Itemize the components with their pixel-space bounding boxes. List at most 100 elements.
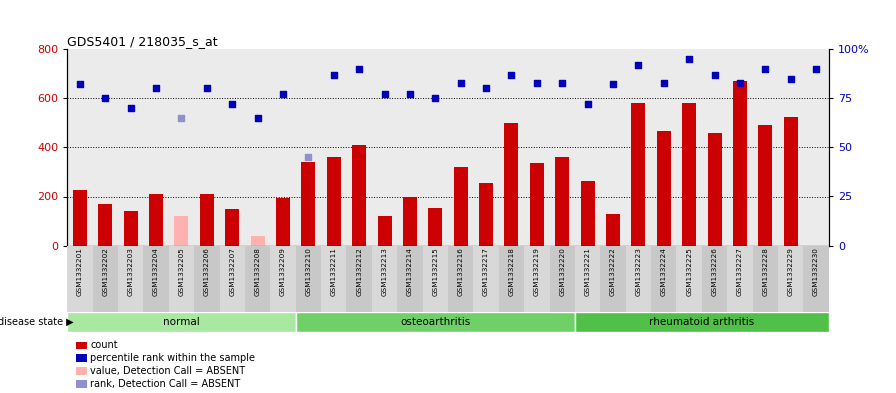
Bar <box>778 246 804 312</box>
Text: GSM1332202: GSM1332202 <box>102 247 108 296</box>
Point <box>276 91 290 97</box>
Text: disease state: disease state <box>0 317 63 327</box>
Text: GSM1332213: GSM1332213 <box>382 247 388 296</box>
Bar <box>397 246 423 312</box>
Bar <box>276 198 290 246</box>
Text: GSM1332203: GSM1332203 <box>127 247 134 296</box>
Bar <box>377 216 392 246</box>
Point <box>453 79 468 86</box>
Bar <box>733 81 747 246</box>
Text: GSM1332229: GSM1332229 <box>788 247 794 296</box>
Point <box>225 101 239 107</box>
Point <box>530 79 544 86</box>
Bar <box>352 145 366 246</box>
Bar <box>124 211 138 246</box>
Bar <box>168 246 194 312</box>
Bar <box>575 246 600 312</box>
Bar <box>581 180 595 246</box>
Text: GSM1332201: GSM1332201 <box>77 247 83 296</box>
Point <box>428 95 443 101</box>
Bar <box>804 246 829 312</box>
Bar <box>708 132 721 246</box>
Bar <box>321 246 347 312</box>
Point <box>352 66 366 72</box>
Bar <box>524 246 549 312</box>
Bar <box>702 246 728 312</box>
Bar <box>301 162 315 246</box>
Point <box>478 85 493 92</box>
Bar <box>200 194 214 246</box>
Point <box>403 91 418 97</box>
Text: GSM1332207: GSM1332207 <box>229 247 236 296</box>
Bar <box>73 190 87 246</box>
Bar <box>423 246 448 312</box>
Bar <box>453 167 468 246</box>
Text: GSM1332216: GSM1332216 <box>458 247 464 296</box>
Bar <box>220 246 245 312</box>
Point <box>377 91 392 97</box>
Text: GSM1332218: GSM1332218 <box>508 247 514 296</box>
Bar <box>606 214 620 246</box>
Text: percentile rank within the sample: percentile rank within the sample <box>90 353 255 364</box>
Text: GSM1332221: GSM1332221 <box>584 247 590 296</box>
Text: GSM1332205: GSM1332205 <box>178 247 185 296</box>
Bar <box>296 246 321 312</box>
Bar <box>479 183 493 246</box>
Bar <box>67 312 296 332</box>
Bar <box>99 204 112 246</box>
Bar <box>676 246 702 312</box>
Point <box>73 81 87 88</box>
Text: GSM1332217: GSM1332217 <box>483 247 489 296</box>
Text: GSM1332211: GSM1332211 <box>331 247 337 296</box>
Bar <box>143 246 168 312</box>
Bar <box>473 246 499 312</box>
Text: GSM1332225: GSM1332225 <box>686 247 693 296</box>
Point <box>657 79 671 86</box>
Bar <box>175 216 188 246</box>
Bar <box>448 246 473 312</box>
Point <box>682 56 696 62</box>
Text: GSM1332209: GSM1332209 <box>280 247 286 296</box>
Point <box>606 81 620 88</box>
Bar <box>632 103 645 246</box>
Text: osteoarthritis: osteoarthritis <box>401 317 470 327</box>
Text: GSM1332215: GSM1332215 <box>432 247 438 296</box>
Point <box>200 85 214 92</box>
Point <box>556 79 570 86</box>
Text: rank, Detection Call = ABSENT: rank, Detection Call = ABSENT <box>90 379 241 389</box>
Text: GSM1332210: GSM1332210 <box>306 247 312 296</box>
Bar <box>556 157 569 246</box>
Point <box>174 115 189 121</box>
Point <box>327 72 341 78</box>
Text: GSM1332212: GSM1332212 <box>356 247 362 296</box>
Bar <box>504 123 519 246</box>
Text: rheumatoid arthritis: rheumatoid arthritis <box>650 317 754 327</box>
Bar <box>194 246 220 312</box>
Bar <box>347 246 372 312</box>
Point <box>809 66 823 72</box>
Point <box>251 115 265 121</box>
Bar <box>245 246 271 312</box>
Bar <box>530 163 544 246</box>
Text: GSM1332224: GSM1332224 <box>660 247 667 296</box>
Bar <box>549 246 575 312</box>
Bar <box>728 246 753 312</box>
Bar <box>600 246 625 312</box>
Text: GSM1332214: GSM1332214 <box>407 247 413 296</box>
Text: GSM1332227: GSM1332227 <box>737 247 743 296</box>
Text: GSM1332226: GSM1332226 <box>711 247 718 296</box>
Text: value, Detection Call = ABSENT: value, Detection Call = ABSENT <box>90 366 246 376</box>
Text: GSM1332204: GSM1332204 <box>153 247 159 296</box>
Point <box>581 101 595 107</box>
Text: GSM1332220: GSM1332220 <box>559 247 565 296</box>
Bar <box>251 236 264 246</box>
Text: GSM1332228: GSM1332228 <box>762 247 769 296</box>
Text: count: count <box>90 340 118 351</box>
Bar <box>67 246 92 312</box>
Bar <box>296 312 575 332</box>
Text: GSM1332208: GSM1332208 <box>254 247 261 296</box>
Bar <box>225 209 239 246</box>
Text: GSM1332223: GSM1332223 <box>635 247 642 296</box>
Bar <box>271 246 296 312</box>
Bar <box>758 125 772 246</box>
